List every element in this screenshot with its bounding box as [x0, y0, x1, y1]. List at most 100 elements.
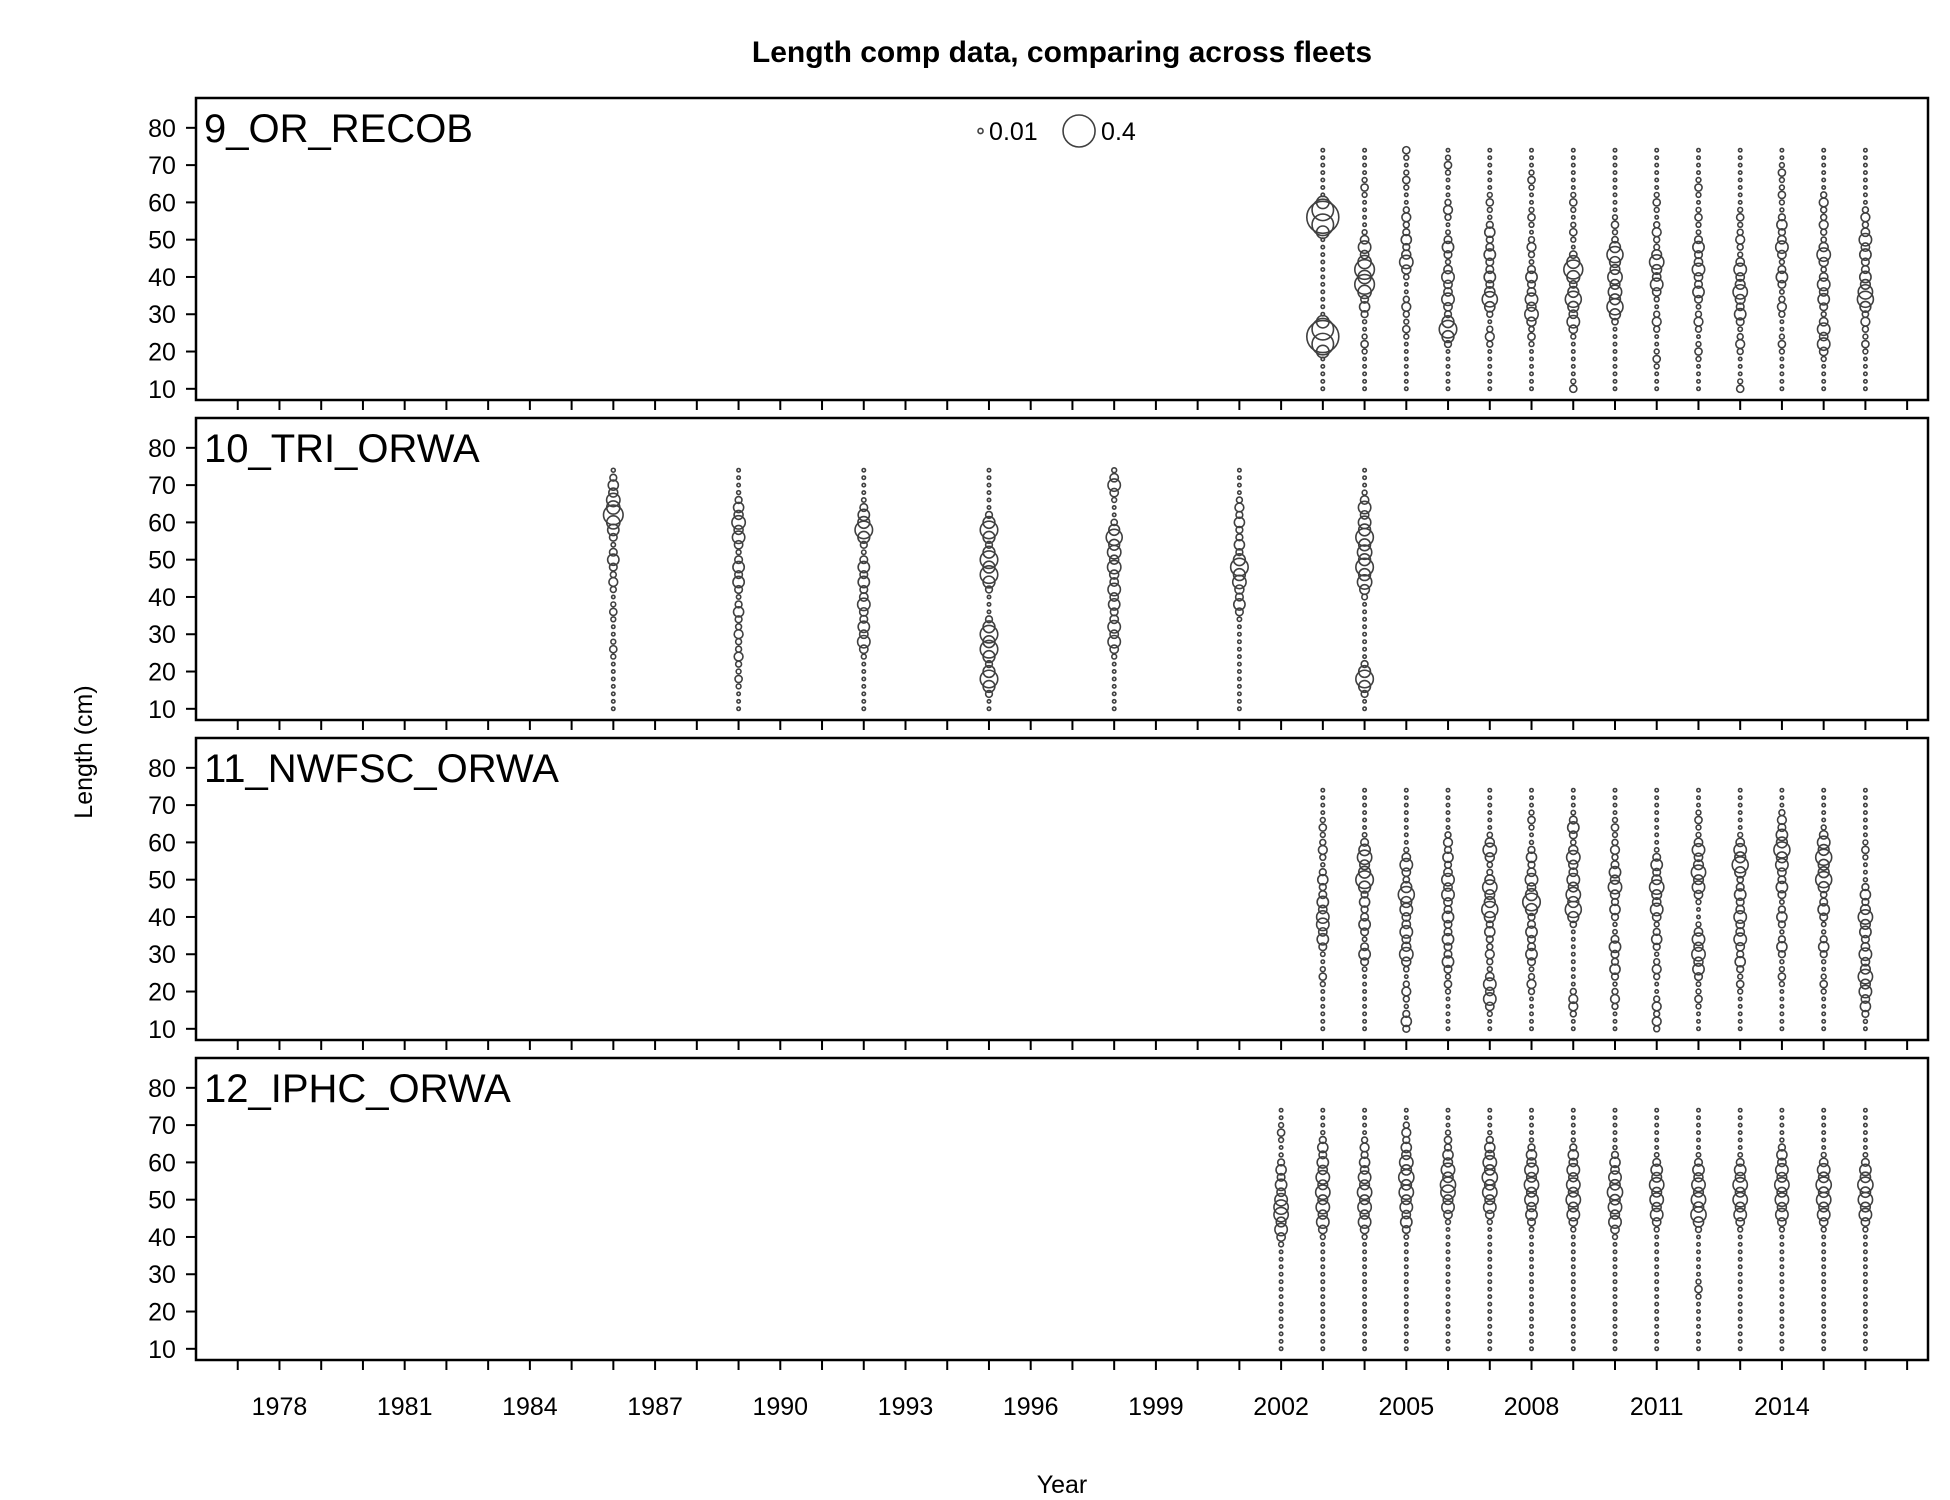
bubble-point: [1278, 1338, 1284, 1344]
bubble-point: [1398, 946, 1414, 962]
bubble-point: [1735, 897, 1745, 907]
bubble-point: [1857, 283, 1874, 300]
y-tick-label: 30: [148, 1261, 176, 1289]
bubble-point: [859, 584, 869, 595]
bubble-point: [1775, 828, 1789, 842]
bubble-point: [1487, 1286, 1493, 1292]
bubble-point: [1361, 936, 1368, 943]
bubble-point: [1816, 277, 1831, 292]
bubble-point: [1777, 950, 1787, 959]
bubble-point: [1316, 873, 1329, 886]
bubble-point: [1862, 363, 1868, 369]
bubble-point: [1566, 872, 1581, 887]
bubble-point: [1362, 162, 1368, 168]
bubble-point: [1320, 996, 1326, 1002]
bubble-point: [1737, 795, 1743, 801]
bubble-point: [1568, 815, 1578, 825]
bubble-point: [1818, 241, 1829, 253]
bubble-point: [1111, 504, 1117, 510]
bubble-point: [1445, 1309, 1451, 1315]
bubble-point: [1441, 292, 1456, 307]
bubble-point: [1737, 1151, 1744, 1158]
bubble-point: [1654, 1122, 1660, 1128]
bubble-point: [1320, 862, 1326, 868]
bubble-point: [1653, 348, 1660, 355]
bubble-point: [1570, 214, 1576, 220]
bubble-point: [1696, 155, 1702, 161]
bubble-point: [1611, 235, 1619, 244]
bubble-point: [1820, 973, 1827, 980]
bubble-point: [1483, 1178, 1496, 1191]
bubble-point: [1857, 968, 1874, 985]
bubble-point: [1654, 787, 1660, 793]
bubble-point: [1306, 200, 1340, 235]
bubble-point: [1694, 994, 1703, 1004]
bubble-point: [1861, 206, 1870, 214]
bubble-point: [1696, 1026, 1702, 1032]
bubble-point: [1527, 972, 1536, 981]
bubble-point: [1819, 935, 1828, 944]
bubble-point: [1693, 972, 1704, 982]
bubble-legend: 0.01 0.4: [977, 114, 1136, 148]
bubble-point: [861, 482, 867, 488]
bubble-point: [1278, 1249, 1284, 1255]
bubble-point: [1107, 597, 1121, 611]
bubble-point: [1694, 183, 1703, 192]
bubble-point: [1444, 988, 1452, 995]
bubble-point: [1362, 1130, 1368, 1136]
bubble-point: [1651, 897, 1662, 907]
bubble-point: [1648, 1176, 1665, 1193]
bubble-point: [1862, 333, 1869, 340]
bubble-point: [1401, 175, 1411, 185]
bubble-point: [1735, 979, 1745, 989]
bubble-point: [1859, 278, 1871, 291]
bubble-point: [1529, 229, 1535, 235]
bubble-point: [1362, 1346, 1368, 1352]
bubble-point: [1819, 213, 1828, 222]
bubble-point: [1528, 206, 1535, 214]
bubble-point: [1696, 1316, 1702, 1322]
bubble-point: [857, 515, 871, 530]
bubble-point: [1692, 240, 1705, 254]
bubble-point: [1357, 553, 1372, 567]
bubble-point: [1362, 363, 1368, 369]
bubble-point: [979, 565, 999, 585]
bubble-point: [1735, 941, 1746, 952]
bubble-point: [1278, 1279, 1284, 1285]
bubble-point: [1695, 809, 1702, 816]
bubble-point: [1445, 1256, 1451, 1262]
bubble-point: [1650, 858, 1664, 872]
bubble-point: [1570, 348, 1576, 354]
bubble-point: [1487, 1271, 1493, 1277]
bubble-point: [1362, 1122, 1368, 1128]
bubble-point: [1778, 980, 1786, 988]
bubble-point: [1106, 559, 1122, 575]
bubble-point: [1737, 185, 1743, 191]
bubble-point: [1403, 1309, 1409, 1315]
bubble-point: [1403, 281, 1409, 287]
bubble-point: [1563, 259, 1584, 280]
bubble-point: [1320, 1286, 1326, 1292]
bubble-point: [1233, 516, 1246, 529]
bubble-point: [1861, 310, 1870, 319]
y-tick-label: 60: [148, 189, 176, 217]
bubble-point: [1570, 341, 1576, 347]
bubble-point: [1401, 852, 1412, 863]
bubble-point: [1737, 824, 1743, 830]
bubble-point: [609, 473, 618, 482]
bubble-point: [1443, 160, 1453, 170]
bubble-point: [1734, 866, 1747, 879]
bubble-point: [1862, 1264, 1868, 1270]
bubble-point: [1570, 795, 1576, 801]
bubble-point: [1609, 874, 1621, 885]
bubble-point: [1570, 944, 1576, 950]
bubble-point: [1483, 895, 1496, 909]
bubble-point: [1779, 1241, 1785, 1247]
bubble-point: [1445, 1018, 1451, 1024]
bubble-point: [1733, 307, 1747, 321]
bubble-point: [986, 706, 992, 712]
bubble-point: [857, 620, 871, 634]
bubble-point: [1652, 354, 1662, 364]
bubble-point: [1111, 661, 1117, 667]
bubble-point: [1111, 668, 1117, 674]
